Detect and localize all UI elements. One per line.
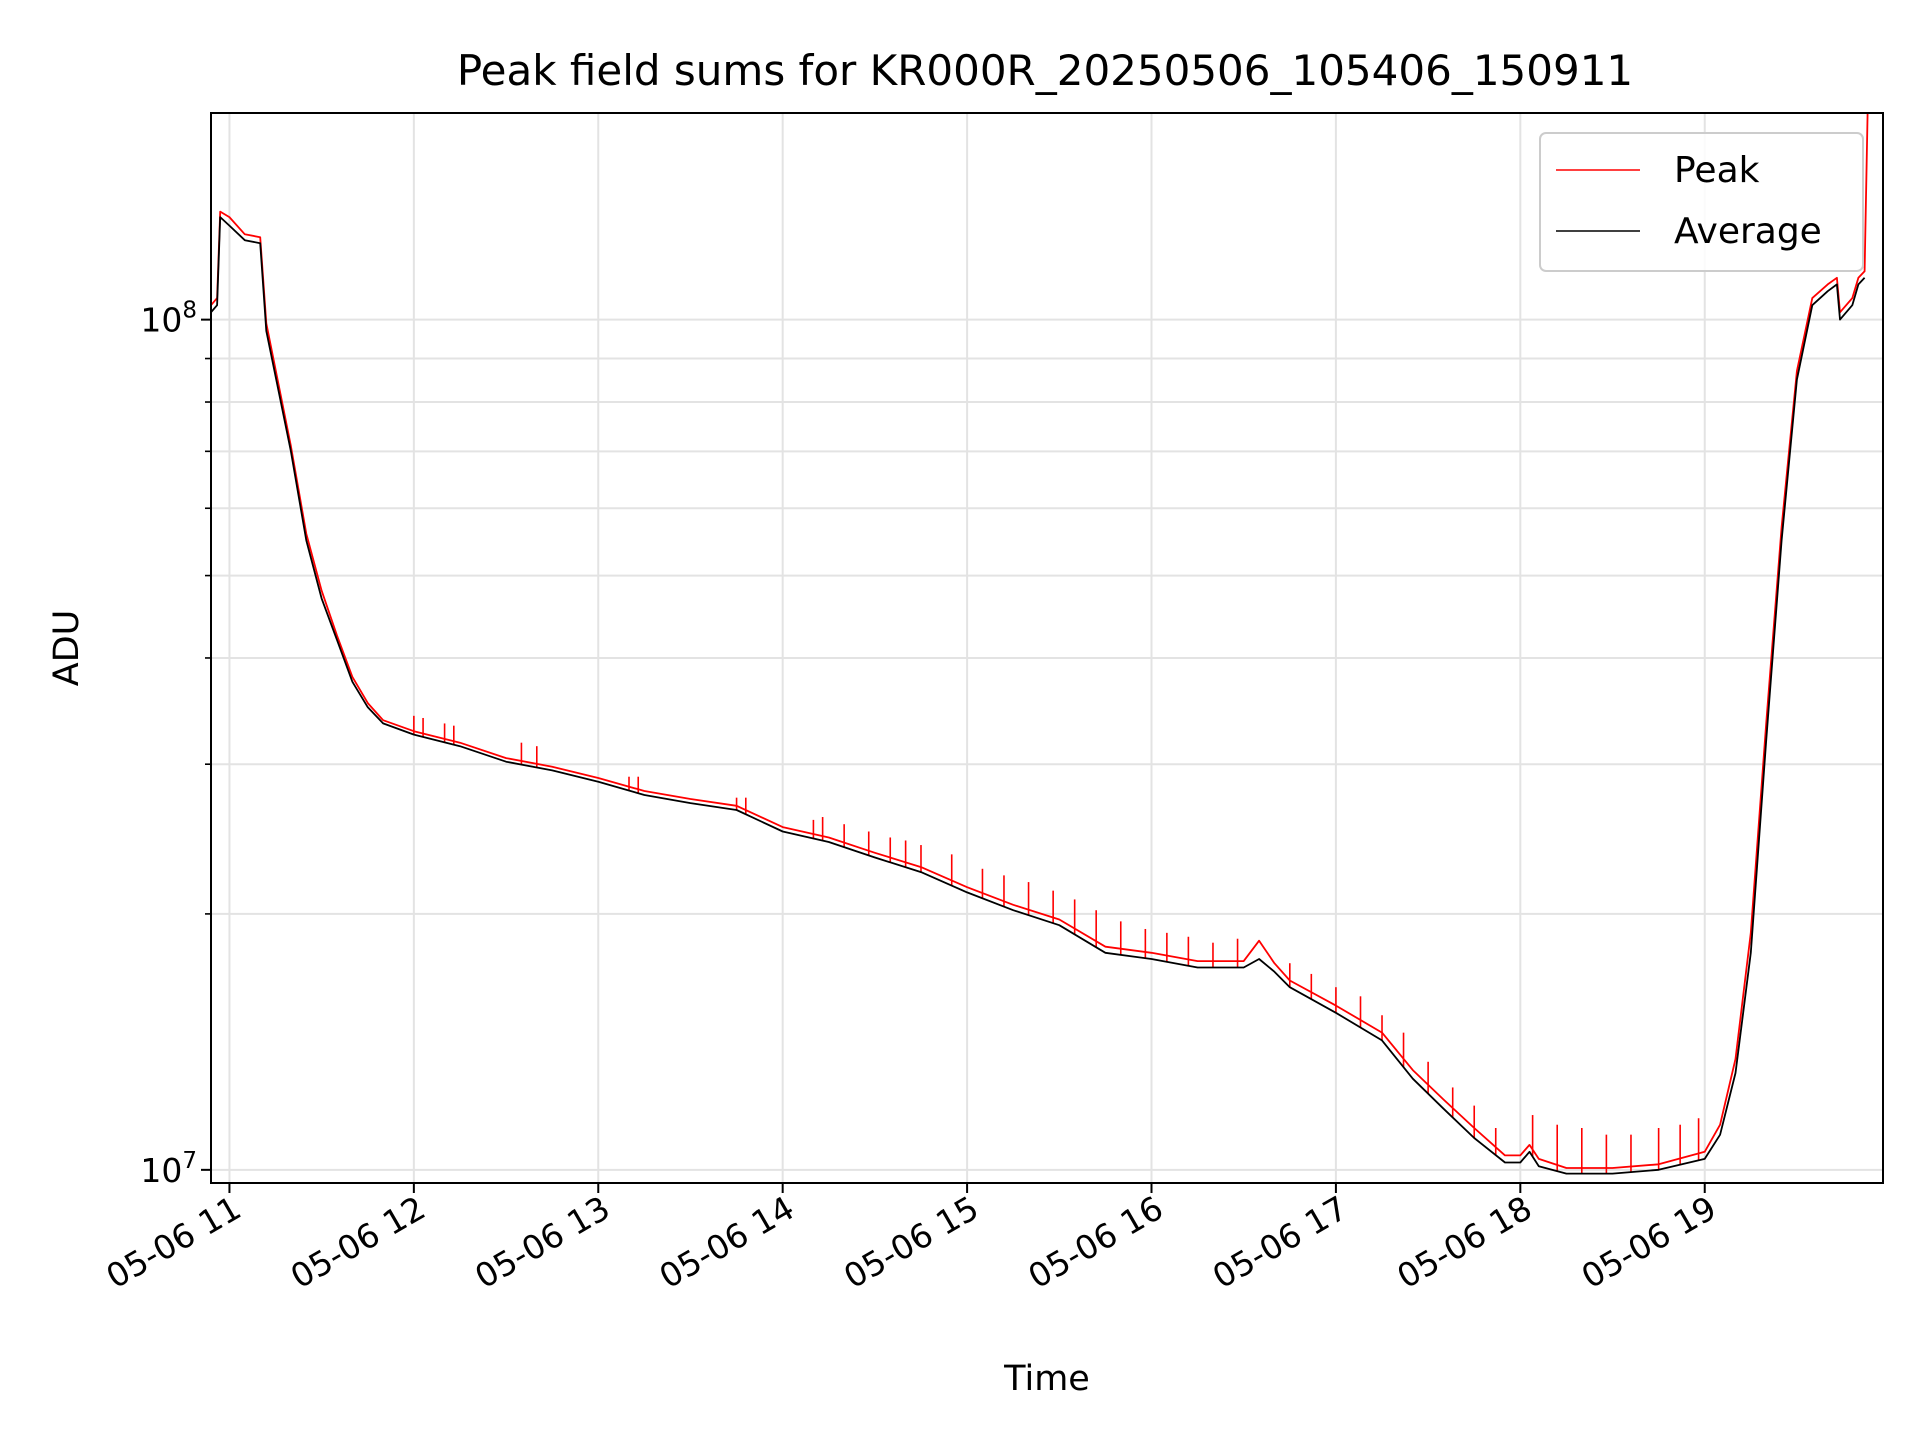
- y-tick-label: 108: [140, 298, 197, 340]
- series-line-average: [211, 216, 1866, 1175]
- series-line-peak: [211, 113, 1869, 1169]
- grid-lines: [211, 113, 1883, 1183]
- legend: Peak Average: [1539, 132, 1864, 272]
- chart-title: Peak field sums for KR000R_20250506_1054…: [457, 46, 1633, 95]
- plot-frame: [210, 112, 1884, 1184]
- x-axis-title: Time: [1003, 1359, 1090, 1399]
- y-axis-title: ADU: [47, 610, 87, 687]
- legend-label-average: Average: [1674, 211, 1822, 252]
- legend-label-peak: Peak: [1674, 150, 1760, 191]
- y-tick-label: 107: [140, 1148, 197, 1190]
- legend-box: [1539, 132, 1864, 272]
- plot-area: [211, 113, 1869, 1175]
